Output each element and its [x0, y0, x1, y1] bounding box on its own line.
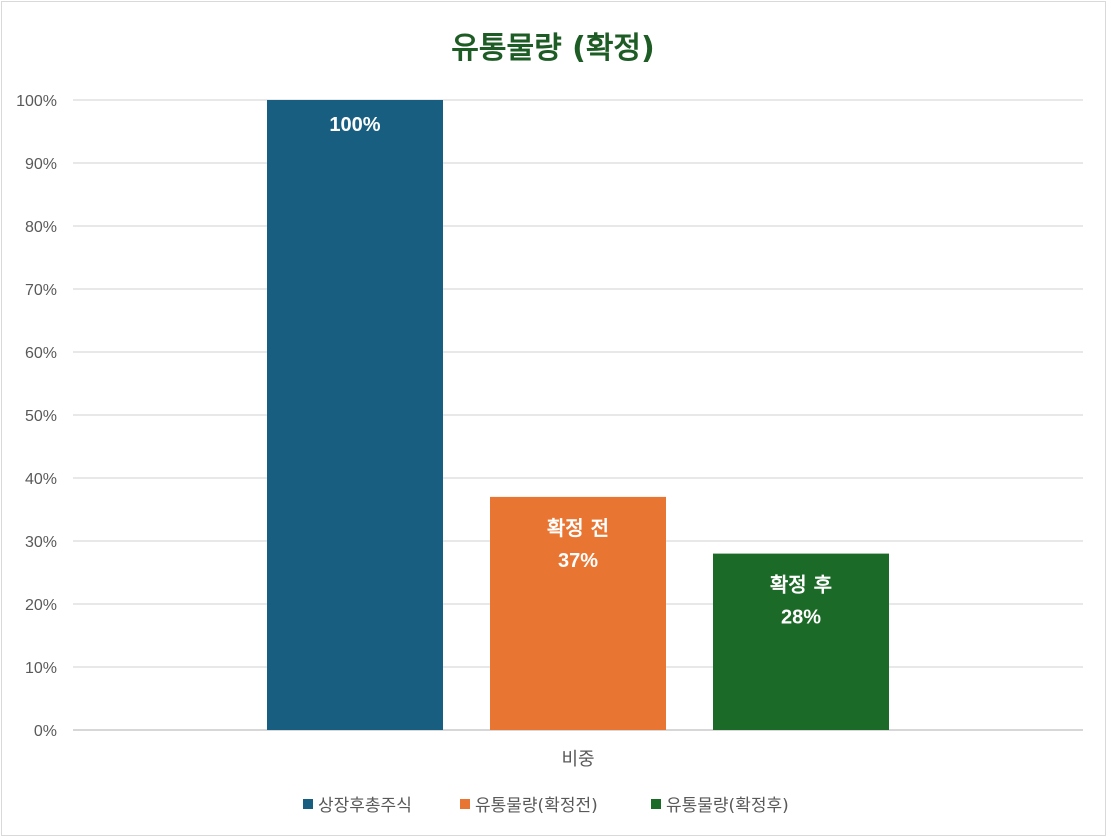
bar-label-value: 100% — [329, 114, 380, 136]
y-tick-label: 40% — [25, 471, 57, 488]
y-tick-label: 80% — [25, 219, 57, 236]
bar — [267, 100, 443, 730]
gridlines — [73, 99, 1083, 731]
bar — [713, 553, 889, 730]
bar — [490, 496, 666, 730]
chart-title: 유통물량 (확정) — [451, 31, 654, 66]
y-tick-label: 60% — [25, 345, 57, 362]
y-tick-label: 70% — [25, 282, 57, 299]
legend-swatch — [651, 799, 661, 809]
bars — [267, 100, 889, 730]
legend-item: 유통물량(확정후) — [651, 796, 789, 816]
bar-label-value: 28% — [781, 607, 821, 629]
bar-label-title: 확정 후 — [770, 573, 832, 597]
legend-swatch — [460, 799, 470, 809]
legend: 상장후총주식 유통물량(확정전) 유통물량(확정후) — [303, 796, 789, 816]
y-tick-label: 30% — [25, 534, 57, 551]
legend-swatch — [303, 799, 313, 809]
bar-label-value: 37% — [558, 550, 598, 572]
y-tick-label: 50% — [25, 408, 57, 425]
y-tick-label: 10% — [25, 660, 57, 677]
y-axis-ticks: 0% 10% 20% 30% 40% 50% 60% 70% 80% 90% 100% — [16, 93, 57, 740]
y-tick-label: 20% — [25, 597, 57, 614]
bar-label-title: 확정 전 — [547, 516, 609, 540]
y-tick-label: 0% — [34, 723, 57, 740]
x-category-label: 비중 — [561, 749, 594, 770]
data-labels: 100% 확정 전 37% 확정 후 28% — [329, 114, 832, 629]
y-tick-label: 90% — [25, 156, 57, 173]
legend-label: 상장후총주식 — [318, 796, 412, 816]
legend-label: 유통물량(확정전) — [475, 796, 598, 816]
legend-label: 유통물량(확정후) — [666, 796, 789, 816]
legend-item: 상장후총주식 — [303, 796, 412, 816]
legend-item: 유통물량(확정전) — [460, 796, 598, 816]
y-tick-label: 100% — [16, 93, 57, 110]
